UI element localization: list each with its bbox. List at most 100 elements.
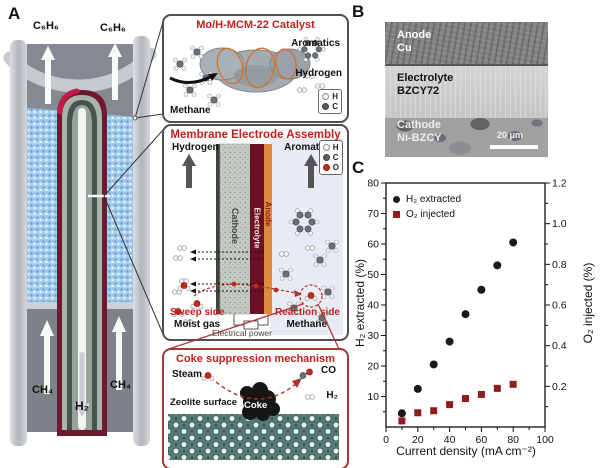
o2-series-label: O₂ injected — [406, 209, 455, 220]
legend-item-o2: O₂ injected — [393, 209, 461, 220]
sem-electrolyte-region — [385, 66, 548, 118]
panel-a-label: A — [8, 4, 21, 23]
y-left-tick-label: 10 — [367, 391, 379, 403]
benzene-out-arrow-left — [41, 46, 55, 104]
catalyst-callout-box: Mo/H-MCM-22 Catalyst Arom — [162, 14, 349, 123]
coke-h2-label: H₂ — [326, 390, 338, 401]
sem-cathode-label: Cathode Ni-BZCY — [397, 119, 442, 144]
data-point-0 — [493, 261, 502, 270]
sem-cathode-region — [385, 118, 548, 157]
mea-methane-label: Methane — [286, 319, 327, 330]
y-left-tick-label: 80 — [367, 178, 379, 190]
electrical-power-label: Electrical power — [212, 328, 272, 338]
x-tick-label: 80 — [507, 434, 519, 446]
panel-b-label: B — [352, 2, 365, 21]
data-point-0 — [429, 360, 438, 369]
h2-series-marker — [393, 196, 400, 203]
data-point-0 — [461, 310, 470, 319]
steam-label: Steam — [172, 369, 203, 380]
data-point-1 — [398, 417, 406, 425]
electrolyte-layer-label: Electrolyte — [252, 207, 262, 249]
reaction-side-label: Reaction side — [274, 307, 340, 318]
mea-atom-legend: H C O — [318, 140, 343, 175]
mea-box-title: Membrane Electrode Assembly — [170, 129, 341, 141]
data-point-0 — [445, 337, 454, 346]
atom-legend: H C — [318, 89, 342, 114]
data-point-1 — [509, 380, 517, 388]
data-point-0 — [509, 238, 518, 247]
benzene-out-arrow-right — [108, 43, 122, 100]
x-tick-label: 100 — [536, 434, 554, 446]
zeolite-surface-label: Zeolite surface — [170, 397, 238, 408]
inner-feed-rod — [78, 108, 86, 430]
data-point-1 — [414, 409, 422, 417]
legend-item-h2: H₂ extracted — [393, 194, 461, 205]
plot-frame — [385, 182, 546, 428]
c-atom-symbol: C — [332, 102, 338, 111]
o-atom-symbol: O — [332, 163, 339, 172]
c-atom-swatch — [322, 103, 330, 110]
data-point-1 — [446, 401, 454, 409]
data-point-1 — [493, 384, 501, 392]
data-point-0 — [413, 384, 422, 393]
h2-series-label: H₂ extracted — [406, 194, 462, 205]
catalyst-box-title: Mo/H-MCM-22 Catalyst — [196, 19, 315, 31]
c-atom-swatch — [322, 154, 330, 161]
hydrogen-label: Hydrogen — [295, 68, 342, 79]
y-axis-left-label: H₂ extracted (%) — [353, 258, 367, 348]
coke-box-title: Coke suppression mechanism — [176, 353, 335, 365]
co-molecule — [299, 368, 314, 380]
panel-c-label: C — [352, 158, 365, 177]
coke-graphic — [168, 368, 339, 460]
mea-callout-box: Membrane Electrode Assembly Hydrogen Aro… — [162, 124, 349, 341]
co-label: CO — [321, 365, 336, 376]
y-right-tick-label: 0.4 — [552, 340, 567, 352]
outer-tube-wall-left — [10, 40, 27, 446]
hydrogen-out-label: H₂ — [75, 399, 89, 413]
benzene-out-label-left: C₆H₆ — [33, 20, 59, 32]
data-point-1 — [462, 395, 469, 403]
y-axis-right-label: O₂ injected (%) — [581, 262, 595, 344]
chart-legend: H₂ extracted O₂ injected — [393, 194, 461, 220]
methane-in-label-right: CH₄ — [110, 379, 132, 391]
coke-deposit — [240, 382, 280, 421]
h-atom-swatch — [322, 144, 330, 151]
y-left-tick-label: 30 — [367, 330, 379, 342]
methane-in-label-left: CH₄ — [32, 384, 54, 396]
h-atom-symbol: H — [332, 143, 339, 152]
coke-label: Coke — [244, 400, 268, 411]
catalyst-graphic — [169, 37, 326, 107]
zeolite-lattice — [168, 414, 339, 460]
y-left-tick-label: 70 — [367, 208, 379, 220]
c-atom-symbol: C — [332, 153, 339, 162]
cathode-layer-label: Cathode — [230, 208, 240, 244]
sem-image: Anode Cu Electrolyte BZCY72 Cathode Ni-B… — [385, 22, 548, 157]
y-left-tick-label: 20 — [367, 361, 379, 373]
x-tick-label: 20 — [412, 434, 424, 446]
data-point-0 — [397, 409, 406, 418]
data-point-0 — [477, 285, 486, 294]
x-tick-label: 40 — [444, 434, 456, 446]
benzene-out-label-right: C₆H₆ — [100, 22, 126, 34]
y-right-tick-label: 0.8 — [552, 259, 567, 271]
hydrogen-out-arrow — [74, 351, 90, 419]
y-right-tick-label: 1.2 — [552, 178, 567, 190]
sem-anode-region — [385, 22, 548, 66]
coke-callout-box: Coke suppression mechanism Steam CO H₂ Z… — [162, 348, 349, 468]
scatter-chart: 0 20 40 60 80 100 10 20 30 40 50 60 70 80 0.2 0.4 0.6 0.8… — [367, 178, 567, 447]
sweep-side-label: Sweep side — [170, 307, 225, 318]
h-atom-swatch — [322, 93, 330, 100]
mea-hydrogen-label: Hydrogen — [172, 142, 219, 153]
x-tick-label: 60 — [476, 434, 488, 446]
y-right-tick-label: 0.6 — [552, 300, 567, 312]
methane-in-arrow-right — [112, 316, 126, 390]
aromatics-label: Aromatics — [291, 38, 340, 49]
data-point-1 — [477, 390, 485, 398]
methane-label: Methane — [170, 105, 211, 116]
x-axis-label: Current density (mA cm⁻²) — [396, 444, 536, 458]
steam-molecule — [201, 372, 215, 381]
water-highlight-circle — [299, 284, 323, 308]
o2-series-marker — [393, 211, 400, 218]
